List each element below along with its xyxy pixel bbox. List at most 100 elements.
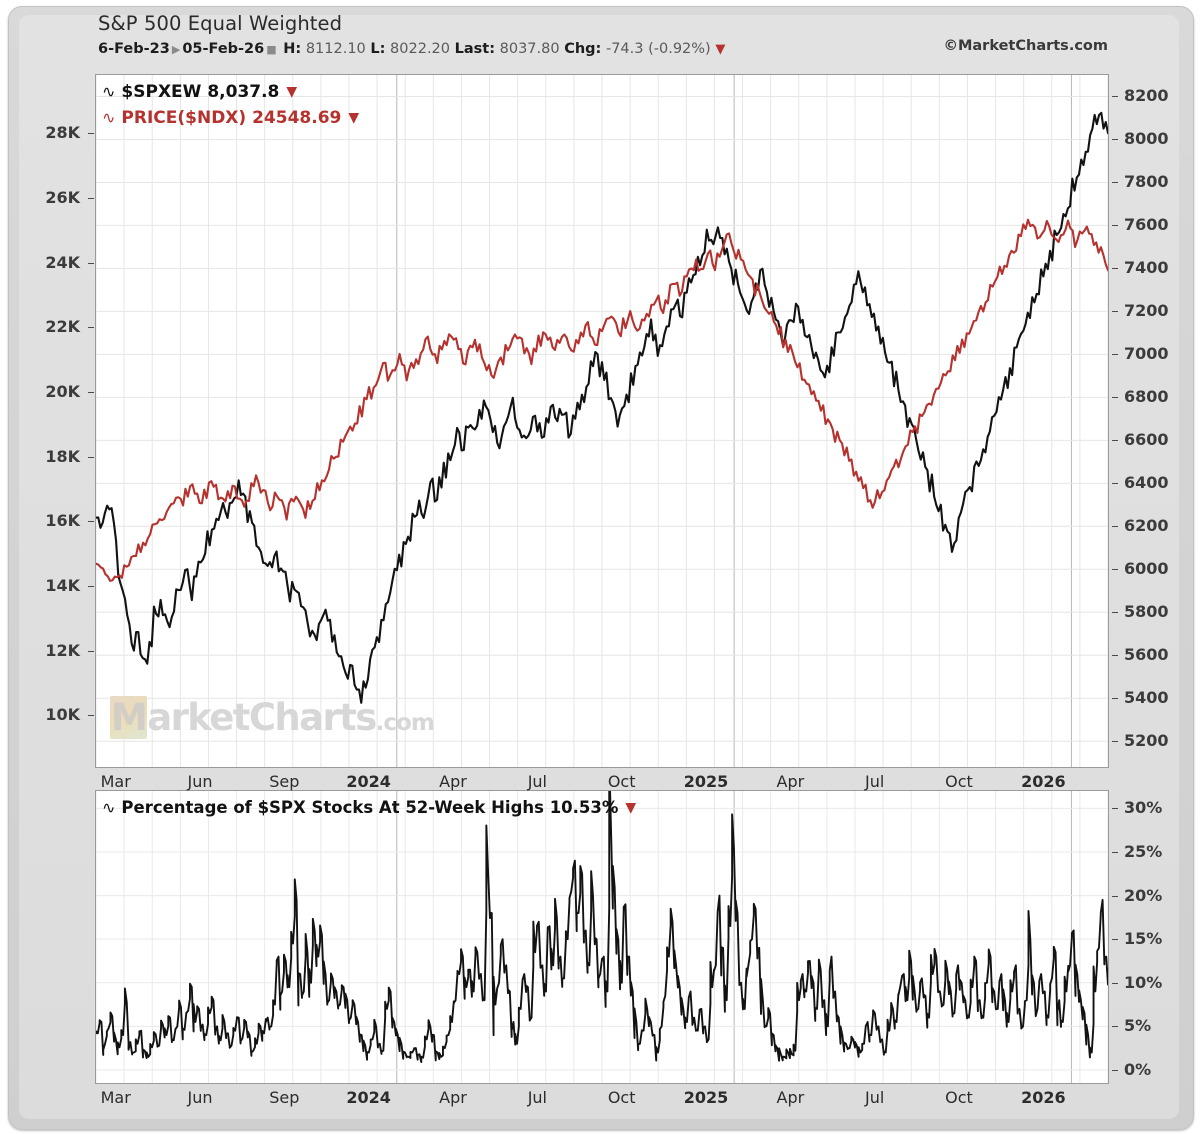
lower-x-label-Jul: Jul — [865, 1088, 885, 1107]
lower-right-axis-tick-20 — [1112, 896, 1118, 897]
left-axis-tick-28000 — [88, 133, 94, 134]
lower-right-axis-tick-10 — [1112, 983, 1118, 984]
page-title: S&P 500 Equal Weighted — [98, 12, 343, 35]
left-axis-label-18000: 18K — [45, 446, 80, 466]
watermark-text: arketCharts — [147, 696, 377, 739]
main-plot-area — [96, 75, 1108, 767]
right-axis-tick-8000 — [1112, 139, 1118, 140]
main-x-label-Oct: Oct — [945, 772, 973, 791]
left-axis-label-20000: 20K — [45, 381, 80, 401]
right-axis-tick-5600 — [1112, 655, 1118, 656]
left-axis-tick-20000 — [88, 392, 94, 393]
change-value: -74.3 (-0.92%) — [605, 41, 711, 57]
right-axis-tick-8200 — [1112, 96, 1118, 97]
lower-x-label-2026: 2026 — [1021, 1088, 1066, 1107]
left-axis-label-24000: 24K — [45, 252, 80, 272]
lower-right-axis-label-0: 0% — [1124, 1059, 1152, 1079]
left-axis-label-28000: 28K — [45, 123, 80, 143]
left-axis-tick-14000 — [88, 586, 94, 587]
lower-right-axis-tick-15 — [1112, 939, 1118, 940]
main-x-label-2025: 2025 — [683, 772, 729, 791]
range-arrow-icon: ▶ — [171, 43, 181, 56]
right-axis-tick-5200 — [1112, 741, 1118, 742]
right-axis-tick-7400 — [1112, 268, 1118, 269]
main-x-label-Sep: Sep — [269, 772, 300, 791]
lower-x-label-Sep: Sep — [269, 1088, 300, 1107]
left-axis-label-16000: 16K — [45, 511, 80, 531]
right-axis-label-7600: 7600 — [1124, 215, 1169, 235]
main-x-label-Jul: Jul — [865, 772, 885, 791]
main-x-label-Oct: Oct — [607, 772, 636, 791]
main-x-label-Jun: Jun — [187, 772, 213, 791]
series-line-spxew — [96, 111, 1108, 704]
lower-x-label-Jun: Jun — [187, 1088, 213, 1107]
left-axis-label-22000: 22K — [45, 317, 80, 337]
lower-right-axis-label-10: 10% — [1124, 972, 1163, 992]
high-value: 8112.10 — [305, 41, 366, 57]
date-end: 05-Feb-26 — [182, 41, 265, 57]
main-x-label-Apr: Apr — [439, 772, 467, 791]
left-axis-tick-10000 — [88, 715, 94, 716]
lower-right-axis-tick-5 — [1112, 1026, 1118, 1027]
date-start: 6-Feb-23 — [98, 41, 170, 57]
main-x-label-Jul: Jul — [527, 772, 547, 791]
change-label: Chg: — [564, 41, 602, 57]
right-axis-label-8000: 8000 — [1124, 129, 1169, 149]
low-label: L: — [370, 41, 386, 57]
main-chart-panel[interactable]: MarketCharts.com ∿ $SPXEW 8,037.8 ▼ ∿ PR… — [95, 74, 1109, 768]
lower-x-label-2025: 2025 — [683, 1088, 729, 1107]
lower-right-axis-label-15: 15% — [1124, 929, 1163, 949]
left-axis-tick-22000 — [88, 327, 94, 328]
series-line-pct-52w-highs — [96, 791, 1108, 1064]
right-axis-label-7400: 7400 — [1124, 258, 1169, 278]
right-axis-tick-5800 — [1112, 612, 1118, 613]
right-axis-label-5200: 5200 — [1124, 731, 1169, 751]
lower-x-label-Mar: Mar — [100, 1088, 131, 1107]
right-axis-label-5600: 5600 — [1124, 645, 1169, 665]
left-axis-tick-18000 — [88, 457, 94, 458]
down-triangle-icon: ▼ — [715, 42, 726, 57]
watermark-suffix: .com — [375, 710, 435, 736]
lower-right-axis-tick-30 — [1112, 808, 1118, 809]
right-axis-label-6200: 6200 — [1124, 516, 1169, 536]
left-axis-label-26000: 26K — [45, 187, 80, 207]
watermark-logo-letter: M — [110, 696, 148, 739]
right-axis-label-7000: 7000 — [1124, 344, 1169, 364]
left-axis-tick-24000 — [88, 263, 94, 264]
left-axis-label-14000: 14K — [45, 575, 80, 595]
marketcharts-watermark: MarketCharts.com — [110, 696, 435, 739]
lower-right-axis-label-30: 30% — [1124, 798, 1163, 818]
right-axis-label-6800: 6800 — [1124, 387, 1169, 407]
right-axis-tick-5400 — [1112, 698, 1118, 699]
lower-x-label-Oct: Oct — [945, 1088, 973, 1107]
last-label: Last: — [454, 41, 496, 57]
right-axis-label-5800: 5800 — [1124, 602, 1169, 622]
lower-x-label-2024: 2024 — [346, 1088, 391, 1107]
right-axis-tick-6000 — [1112, 569, 1118, 570]
lower-plot-area — [96, 791, 1108, 1083]
square-icon: ■ — [266, 43, 277, 56]
lower-x-label-Oct: Oct — [607, 1088, 636, 1107]
lower-x-label-Apr: Apr — [439, 1088, 467, 1107]
lower-right-axis-tick-0 — [1112, 1070, 1118, 1071]
left-axis-tick-16000 — [88, 521, 94, 522]
low-value: 8022.20 — [390, 41, 451, 57]
lower-chart-panel[interactable]: ∿ Percentage of $SPX Stocks At 52-Week H… — [95, 790, 1109, 1084]
right-axis-label-8200: 8200 — [1124, 86, 1169, 106]
last-value: 8037.80 — [499, 41, 560, 57]
main-x-label-Mar: Mar — [100, 772, 131, 791]
left-axis-tick-12000 — [88, 651, 94, 652]
lower-x-label-Apr: Apr — [776, 1088, 805, 1107]
copyright-label: ©MarketCharts.com — [943, 38, 1108, 54]
left-axis-label-10000: 10K — [45, 705, 80, 725]
right-axis-tick-7200 — [1112, 311, 1118, 312]
lower-chart-svg — [96, 791, 1108, 1083]
lower-right-axis-label-20: 20% — [1124, 885, 1163, 905]
chart-header: S&P 500 Equal Weighted 6-Feb-23 ▶ 05-Feb-2… — [98, 12, 1108, 70]
right-axis-label-7800: 7800 — [1124, 172, 1169, 192]
right-axis-label-6600: 6600 — [1124, 430, 1169, 450]
main-chart-svg — [96, 75, 1108, 767]
right-axis-tick-7000 — [1112, 354, 1118, 355]
lower-right-axis-tick-25 — [1112, 852, 1118, 853]
main-x-label-2026: 2026 — [1021, 772, 1066, 791]
